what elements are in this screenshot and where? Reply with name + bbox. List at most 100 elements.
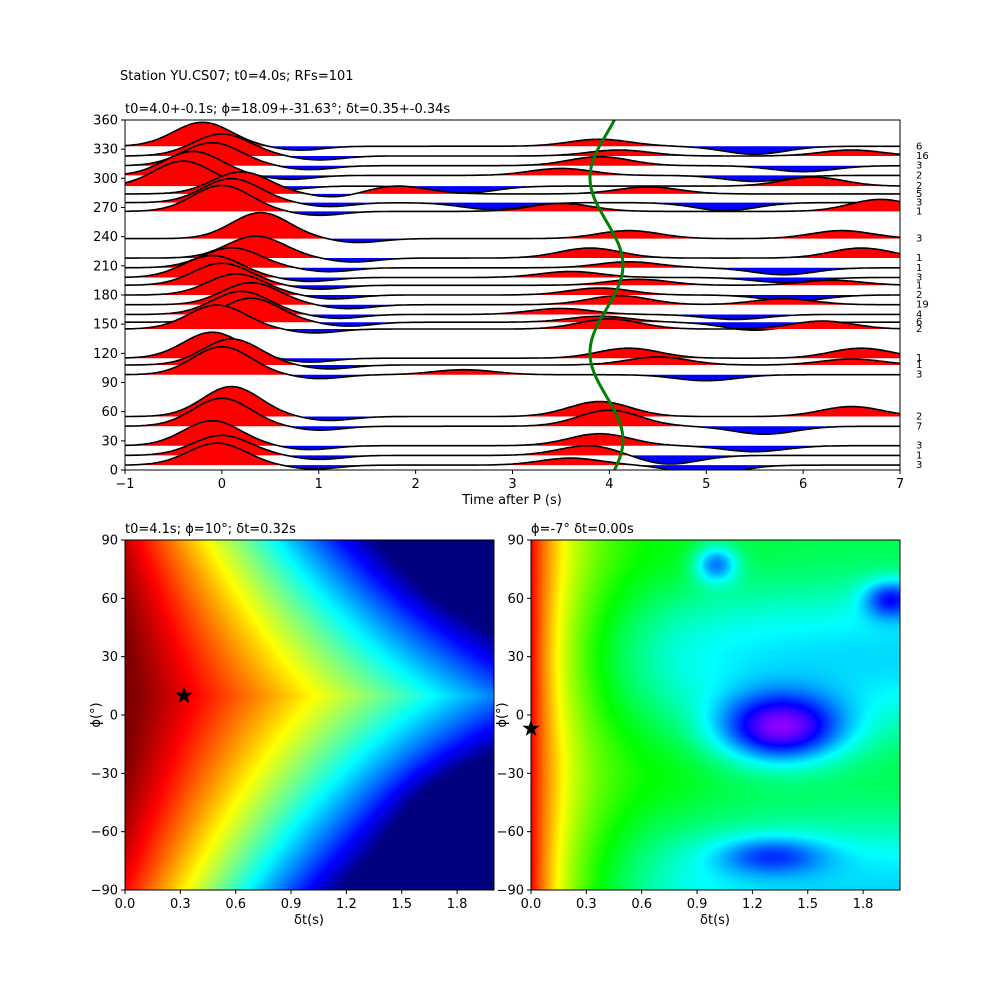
x-tick-label: 0.0	[115, 897, 136, 912]
x-tick-label: 0.0	[521, 897, 542, 912]
trace-count-label: 1	[916, 253, 922, 264]
trace-line	[125, 442, 900, 470]
trace-positive-fill	[125, 212, 900, 239]
trace-negative-fill	[125, 455, 900, 465]
y-tick-label: 300	[93, 172, 118, 187]
x-tick-label: 0.3	[576, 897, 597, 912]
trace-count-label: 2	[916, 290, 922, 301]
trace-line	[125, 338, 900, 370]
trace-negative-fill	[125, 329, 900, 333]
y-tick-label: −90	[497, 884, 524, 899]
transverse-grid-ticks: 0.0 0.3 0.6 0.9 1.2 1.5 1.8 90 60 30 0 −30 −60 −90	[497, 534, 874, 913]
x-tick-label: 6	[799, 477, 807, 492]
x-tick-label: 0.9	[281, 897, 302, 912]
y-tick-label: 0	[516, 709, 524, 724]
trace-line	[125, 297, 900, 332]
trace-line	[125, 235, 900, 263]
figure-suptitle: Station YU.CS07; t0=4.0s; RFs=101	[120, 69, 354, 84]
trace-positive-fill	[125, 185, 900, 212]
x-tick-label: 4	[605, 477, 613, 492]
x-tick-label: 0.9	[687, 897, 708, 912]
best-fit-star-marker	[175, 686, 193, 703]
y-tick-label: 120	[93, 347, 118, 362]
trace-positive-fill	[125, 161, 900, 187]
trace-count-label: 1	[916, 353, 922, 364]
transverse-grid-ylabel: ϕ(°)	[495, 702, 510, 727]
trace-line	[125, 304, 900, 334]
x-tick-label: 1.5	[391, 897, 412, 912]
trace-line	[125, 133, 900, 161]
trace-negative-fill	[125, 211, 900, 216]
trace-line	[125, 345, 900, 382]
trace-line	[125, 121, 900, 155]
trace-line	[125, 385, 900, 422]
trace-positive-fill	[125, 263, 900, 286]
trace-line	[125, 184, 900, 217]
x-tick-label: 2	[411, 477, 419, 492]
y-tick-label: 270	[93, 201, 118, 216]
energy-grid-xlabel: δt(s)	[294, 913, 324, 928]
y-tick-label: 90	[101, 376, 118, 391]
y-tick-label: 360	[93, 114, 118, 129]
y-tick-label: 0	[110, 709, 118, 724]
trace-line	[125, 247, 900, 276]
trace-negative-fill	[125, 374, 900, 381]
trace-negative-fill	[125, 314, 900, 320]
x-tick-label: 1.2	[742, 897, 763, 912]
energy-grid-ticks: 0.0 0.3 0.6 0.9 1.2 1.5 1.8 90 60 30 0 −30 −60 −90	[91, 534, 468, 913]
x-tick-label: −1	[115, 477, 134, 492]
trace-count-label: 6	[916, 317, 922, 328]
trace-negative-fill	[125, 285, 900, 290]
x-tick-label: 0	[218, 477, 226, 492]
trace-line	[125, 262, 900, 291]
trace-count-label: 3	[916, 161, 922, 172]
trace-line	[125, 141, 900, 173]
y-tick-label: −60	[497, 825, 524, 840]
trace-count-label: 5	[916, 189, 922, 200]
x-tick-label: 0.3	[170, 897, 191, 912]
trace-negative-fill	[125, 155, 900, 160]
trace-count-label: 6	[916, 141, 922, 152]
y-tick-label: −60	[91, 825, 118, 840]
transverse-grid-image	[531, 540, 900, 890]
y-tick-label: 60	[101, 592, 118, 607]
trace-count-label: 2	[916, 181, 922, 192]
trace-positive-fill	[125, 305, 900, 330]
y-tick-label: 330	[93, 143, 118, 158]
trace-count-label: 1	[916, 360, 922, 371]
energy-grid-image	[125, 540, 494, 890]
best-fit-star-marker	[522, 719, 540, 736]
trace-count-label: 3	[916, 370, 922, 381]
y-tick-label: 30	[101, 650, 118, 665]
trace-count-label: 2	[916, 324, 922, 335]
trace-count-label: 1	[916, 263, 922, 274]
traces-x-ticks: −1 0 1 2 3 4 5 6 7	[115, 470, 904, 492]
traces-panel: t0=4.0+-0.1s; ϕ=18.09+-31.63°; δt=0.35+-…	[93, 102, 929, 508]
trace-line	[125, 254, 900, 284]
y-tick-label: 60	[507, 592, 524, 607]
x-tick-label: 5	[702, 477, 710, 492]
x-tick-label: 0.6	[225, 897, 246, 912]
trace-count-label: 7	[916, 421, 922, 432]
trace-line	[125, 290, 900, 321]
y-tick-label: 180	[93, 289, 118, 304]
trace-line	[125, 434, 900, 465]
x-tick-label: 1	[315, 477, 323, 492]
transverse-grid-panel: ϕ=-7° δt=0.00s δt(s) ϕ(°) 0.0 0.3 0.6 0.9 1.…	[495, 522, 901, 928]
trace-count-label: 3	[916, 460, 922, 471]
x-tick-label: 1.8	[853, 897, 874, 912]
trace-line	[125, 211, 900, 244]
trace-count-label: 16	[916, 151, 929, 162]
trace-negative-fill	[125, 277, 900, 283]
x-tick-label: 1.5	[797, 897, 818, 912]
y-tick-label: −30	[497, 767, 524, 782]
x-tick-label: 3	[508, 477, 516, 492]
traces-xlabel: Time after P (s)	[461, 493, 562, 508]
x-tick-label: 1.8	[447, 897, 468, 912]
model-delay-curve	[588, 120, 625, 470]
trace-negative-fill	[125, 193, 900, 197]
trace-count-label: 3	[916, 441, 922, 452]
trace-count-label: 1	[916, 280, 922, 291]
